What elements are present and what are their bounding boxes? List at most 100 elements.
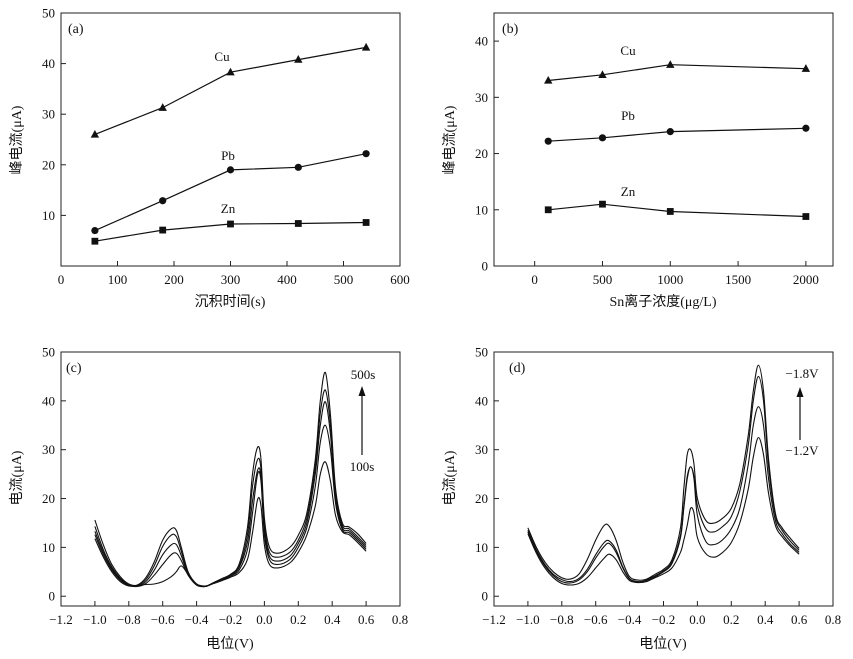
series-line-cu <box>548 64 806 82</box>
series-line-zn <box>548 203 806 218</box>
x-tick-label: 0.4 <box>757 612 774 627</box>
data-point-pb <box>598 134 607 142</box>
series-line-3 <box>94 401 367 588</box>
y-tick-label: 10 <box>42 208 55 223</box>
x-axis-label-a: 沉积时间(s) <box>195 294 266 310</box>
x-tick-label: 0.2 <box>290 612 306 627</box>
x-tick-label: −0.6 <box>584 612 608 627</box>
chart-panel-b: 0 500 1000 1500 2000 0 10 20 30 40 (b) Sn离子浓度(μg… <box>442 12 834 310</box>
x-tick-label: −0.2 <box>652 612 676 627</box>
data-point-pb <box>91 226 99 235</box>
data-point-cu <box>90 129 100 138</box>
series-label-zn-b: Zn <box>621 184 636 199</box>
y-tick-label: 50 <box>42 345 55 360</box>
x-tick-label: 300 <box>221 272 241 287</box>
data-point-zn <box>802 213 810 220</box>
x-tick-label: 400 <box>277 272 297 287</box>
plot-area-d <box>527 364 800 586</box>
series-line-pb <box>94 153 367 232</box>
series-line-4 <box>527 436 800 586</box>
data-point-zn <box>159 226 167 234</box>
arrow-up-icon <box>358 386 366 455</box>
plot-area-b <box>544 60 811 220</box>
x-tick-label: 2000 <box>793 272 819 287</box>
data-point-pb <box>159 197 167 205</box>
data-point-zn <box>227 220 234 228</box>
x-tick-label: 0.0 <box>256 612 272 627</box>
data-point-pb <box>294 163 302 171</box>
y-tick-label: 40 <box>42 56 55 71</box>
y-ticks-d: 0 10 20 30 40 50 <box>475 345 499 604</box>
y-ticks-c: 0 10 20 30 40 50 <box>42 345 66 604</box>
panel-label-b: (b) <box>502 22 519 37</box>
y-tick-label: 10 <box>42 540 55 555</box>
chart-panel-a: 0 100 200 300 400 500 600 10 20 30 40 50 (a) 沉积时间(… <box>9 6 410 311</box>
arrow-up-icon <box>796 387 804 440</box>
series-label-pb-b: Pb <box>621 108 635 123</box>
x-tick-label: −1.2 <box>482 612 506 627</box>
series-label-cu-b: Cu <box>620 43 636 58</box>
x-tick-label: 1000 <box>657 272 683 287</box>
y-tick-label: 10 <box>475 202 488 217</box>
data-point-zn <box>362 219 370 226</box>
x-tick-label: 0.8 <box>825 612 841 627</box>
y-tick-label: 20 <box>475 146 488 161</box>
y-axis-label-b: 峰电流(μA) <box>442 105 458 174</box>
series-line-pb <box>548 127 806 142</box>
x-tick-label: −0.8 <box>550 612 574 627</box>
annotation-top-d: −1.8V <box>786 366 820 381</box>
data-point-pb <box>226 166 235 174</box>
data-point-cu <box>294 55 303 63</box>
x-tick-label: −0.8 <box>117 612 141 627</box>
panel-label-c: (c) <box>66 361 82 376</box>
panel-label-d: (d) <box>509 361 526 376</box>
chart-panel-c: −1.2 −1.0 −0.8 −0.6 −0.4 −0.2 0.0 0.2 0.4 0.6 0.8 … <box>9 345 408 653</box>
data-point-pb <box>362 150 370 158</box>
y-axis-label-c: 电流(μA) <box>9 450 25 505</box>
data-point-pb <box>666 128 674 136</box>
x-tick-label: −1.0 <box>516 612 540 627</box>
y-tick-label: 0 <box>482 589 489 604</box>
x-tick-label: −0.4 <box>185 612 209 627</box>
y-tick-label: 20 <box>42 491 55 506</box>
data-point-zn <box>599 200 606 208</box>
y-tick-label: 30 <box>42 442 55 457</box>
y-ticks-b: 0 10 20 30 40 <box>475 34 499 274</box>
y-tick-label: 30 <box>42 107 55 122</box>
data-point-cu <box>598 70 607 79</box>
series-line-2 <box>94 389 367 588</box>
plot-frame-b <box>493 12 834 267</box>
y-tick-label: 10 <box>475 540 488 555</box>
y-tick-label: 30 <box>475 90 488 105</box>
data-point-cu <box>158 103 167 111</box>
series-line-1 <box>527 364 800 581</box>
y-axis-label-d: 电流(μA) <box>442 450 458 505</box>
x-ticks-a: 0 100 200 300 400 500 600 <box>58 261 410 287</box>
x-tick-label: −0.4 <box>618 612 642 627</box>
y-axis-label-a: 峰电流(μA) <box>9 105 25 174</box>
x-ticks-c: −1.2 −1.0 −0.8 −0.6 −0.4 −0.2 0.0 0.2 0.4 0.6 0.8 <box>49 601 408 627</box>
y-tick-label: 30 <box>475 442 488 457</box>
x-tick-label: 500 <box>593 272 613 287</box>
x-ticks-d: −1.2 −1.0 −0.8 −0.6 −0.4 −0.2 0.0 0.2 0.4 0.6 0.8 <box>482 601 841 627</box>
y-tick-label: 40 <box>475 34 488 49</box>
data-point-cu <box>226 67 235 76</box>
x-tick-label: −0.2 <box>219 612 243 627</box>
series-line-3 <box>527 406 800 584</box>
plot-area-c <box>94 371 367 588</box>
y-tick-label: 50 <box>42 6 55 21</box>
series-label-zn-a: Zn <box>221 201 236 216</box>
y-tick-label: 20 <box>42 157 55 172</box>
series-line-1 <box>94 371 367 588</box>
y-tick-label: 0 <box>482 259 489 274</box>
x-tick-label: 0.6 <box>358 612 375 627</box>
y-tick-label: 40 <box>42 393 55 408</box>
x-tick-label: 500 <box>334 272 354 287</box>
x-tick-label: 0.6 <box>791 612 808 627</box>
data-point-cu <box>544 75 553 84</box>
y-tick-label: 40 <box>475 393 488 408</box>
y-tick-label: 50 <box>475 345 488 360</box>
x-axis-label-b: Sn离子浓度(μg/L) <box>609 293 716 310</box>
annotation-bottom-d: −1.2V <box>786 443 820 458</box>
